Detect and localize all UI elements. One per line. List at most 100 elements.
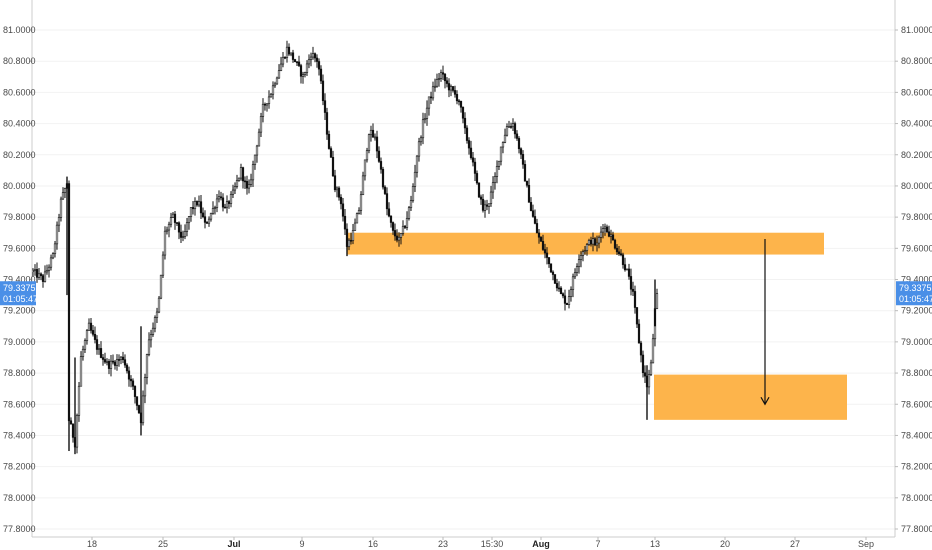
candle	[331, 150, 335, 178]
candle	[483, 200, 487, 218]
candle	[397, 232, 401, 247]
candle	[297, 55, 301, 68]
candle	[33, 264, 37, 276]
candle	[555, 278, 559, 292]
candle	[411, 183, 415, 203]
candle	[193, 197, 197, 216]
candle	[239, 163, 243, 181]
right-price-axis[interactable]: 81.0000 80.8000 80.6000 80.4000 80.2000 80.00…	[895, 25, 932, 534]
candle	[251, 160, 255, 187]
candle	[57, 213, 61, 232]
candle	[271, 81, 275, 100]
x-tick-label: Sep	[858, 539, 874, 549]
candle	[567, 289, 571, 309]
candle	[581, 249, 585, 262]
candle	[233, 182, 237, 194]
candle	[571, 273, 575, 298]
candle	[245, 175, 249, 195]
candle	[577, 254, 581, 274]
x-tick-label: Aug	[532, 539, 550, 549]
candle	[361, 171, 365, 196]
candle	[407, 205, 411, 221]
candle	[421, 112, 425, 145]
candle	[279, 56, 283, 72]
candle	[613, 238, 617, 250]
candle	[111, 354, 115, 365]
candle	[61, 187, 65, 200]
candle	[635, 307, 639, 328]
candle	[227, 200, 231, 209]
candle	[203, 210, 207, 229]
candle	[487, 203, 491, 214]
y-tick-label: 81.0000	[901, 25, 932, 35]
candle	[443, 72, 447, 89]
y-tick-label: 80.8000	[901, 56, 932, 66]
candle	[289, 52, 293, 57]
candle	[627, 263, 631, 280]
last-price-label: 79.3375	[3, 283, 36, 293]
candle	[101, 354, 105, 366]
candle	[473, 157, 477, 181]
candle	[423, 113, 427, 124]
candle	[265, 103, 269, 112]
candle	[419, 135, 423, 146]
x-tick-label: 9	[299, 539, 304, 549]
y-tick-label: 80.2000	[3, 150, 36, 160]
candle	[335, 186, 339, 198]
candle	[479, 194, 483, 205]
candle	[363, 159, 367, 181]
candle	[81, 345, 85, 361]
candle	[145, 353, 149, 385]
candle	[113, 359, 117, 370]
candle	[621, 252, 625, 269]
candle	[253, 154, 257, 170]
candle	[179, 224, 183, 244]
left-price-axis[interactable]: 81.0000 80.8000 80.6000 80.4000 80.2000 80.00…	[3, 25, 36, 534]
y-tick-label: 80.8000	[3, 56, 36, 66]
candle	[117, 354, 121, 367]
time-axis[interactable]: 18 25 Jul 9 16 23 15:30 Aug 7 13 20 27 Sep	[87, 537, 874, 549]
candle	[129, 375, 133, 388]
candle	[507, 120, 511, 128]
candle	[433, 78, 437, 92]
candle	[637, 319, 641, 344]
candle	[515, 130, 519, 141]
candle	[327, 130, 331, 150]
candle	[281, 51, 285, 68]
candle	[177, 221, 181, 240]
candle	[267, 90, 271, 109]
y-tick-label: 79.8000	[3, 212, 36, 222]
candle	[99, 341, 103, 359]
candle	[527, 178, 531, 203]
candle	[339, 194, 343, 210]
x-tick-label: 16	[368, 539, 378, 549]
candle	[405, 211, 409, 231]
candle	[551, 270, 555, 281]
candle	[175, 222, 179, 227]
candle	[481, 194, 485, 213]
candle	[553, 274, 557, 284]
candle	[393, 223, 397, 241]
candle	[115, 354, 119, 371]
candle	[453, 85, 457, 98]
candle	[601, 224, 605, 239]
candle	[655, 288, 659, 310]
candle	[505, 123, 509, 137]
candle	[585, 242, 589, 256]
x-tick-label: 23	[438, 539, 448, 549]
candle	[589, 236, 593, 247]
candle	[333, 169, 337, 193]
candle	[347, 238, 351, 251]
candle	[623, 257, 627, 272]
candle	[535, 218, 539, 234]
x-tick-label: Jul	[227, 539, 240, 549]
candle	[225, 195, 229, 214]
candle	[303, 71, 307, 78]
candle	[285, 40, 289, 63]
candle	[293, 58, 297, 63]
candle	[137, 404, 141, 414]
candle	[219, 191, 223, 201]
candle	[63, 187, 67, 198]
candle	[413, 164, 417, 193]
